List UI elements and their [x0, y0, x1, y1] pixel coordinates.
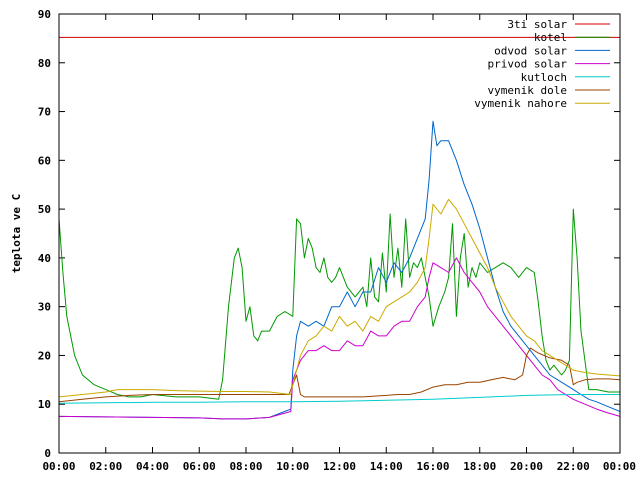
legend-label-kotel: kotel — [534, 31, 567, 44]
x-tick-label: 06:00 — [183, 460, 216, 473]
y-tick-label: 70 — [38, 106, 51, 119]
x-axis-tick-labels: 00:00 02:00 04:00 06:00 08:00 10:00 12:00 14:00… — [42, 460, 636, 473]
series-line-privod-solar — [58, 257, 621, 420]
y-tick-label: 50 — [38, 203, 51, 216]
x-tick-label: 18:00 — [463, 460, 496, 473]
series-line-kutloch — [58, 394, 620, 404]
series-line-odvod-solar — [58, 120, 621, 420]
legend-label-3ti-solar: 3ti solar — [507, 18, 567, 31]
legend-label-vymenik-nahore: vymenik nahore — [474, 97, 567, 110]
legend-label-vymenik-dole: vymenik dole — [488, 84, 567, 97]
y-tick-label: 40 — [38, 252, 51, 265]
legend-label-privod-solar: privod solar — [488, 58, 568, 71]
x-tick-label: 04:00 — [136, 460, 169, 473]
plot-frame — [58, 13, 621, 454]
legend-label-odvod-solar: odvod solar — [494, 44, 567, 57]
y-tick-label: 0 — [44, 447, 51, 460]
x-tick-label: 08:00 — [229, 460, 262, 473]
axis-tick-marks — [58, 13, 621, 454]
y-axis-label: teplota ve C — [10, 194, 23, 273]
x-tick-label: 12:00 — [323, 460, 356, 473]
x-tick-label: 10:00 — [276, 460, 309, 473]
y-tick-label: 60 — [38, 154, 51, 167]
y-tick-label: 90 — [38, 8, 51, 21]
y-axis-tick-labels: 0 10 20 30 40 50 60 70 80 90 — [38, 8, 51, 460]
series-line-kotel — [58, 208, 620, 400]
x-tick-label: 14:00 — [370, 460, 403, 473]
x-tick-label: 00:00 — [603, 460, 636, 473]
x-tick-label: 16:00 — [416, 460, 449, 473]
y-tick-label: 20 — [38, 349, 51, 362]
series-line-vymenik-dole — [58, 347, 621, 403]
y-tick-label: 80 — [38, 57, 51, 70]
series-line-vymenik-nahore — [58, 198, 621, 398]
x-tick-label: 22:00 — [557, 460, 590, 473]
legend-label-kutloch: kutloch — [521, 71, 567, 84]
y-tick-label: 30 — [38, 301, 51, 314]
x-tick-label: 02:00 — [89, 460, 122, 473]
x-tick-label: 20:00 — [510, 460, 543, 473]
y-tick-label: 10 — [38, 398, 51, 411]
x-tick-label: 00:00 — [42, 460, 75, 473]
series-lines — [58, 36, 621, 420]
